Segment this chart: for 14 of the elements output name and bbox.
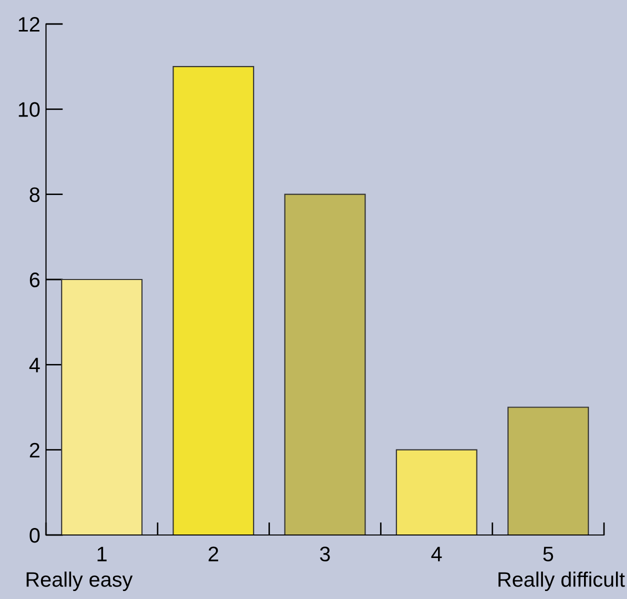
- y-tick-label: 8: [30, 187, 40, 202]
- x-tick-label: 1: [98, 546, 107, 562]
- y-tick-label: 0: [30, 528, 40, 543]
- y-tick-label: 10: [18, 102, 40, 117]
- x-tick-label: 4: [431, 546, 442, 562]
- text: Really difficult: [498, 572, 625, 591]
- y-tick-label: 12: [18, 17, 40, 32]
- x-tick-label: 5: [543, 546, 554, 562]
- x-tick-label: 2: [208, 546, 218, 562]
- y-tick-label: 4: [29, 358, 40, 372]
- y-tick-label: 6: [30, 272, 40, 288]
- x-tick-label: 3: [320, 546, 330, 562]
- y-tick-label: 2: [30, 442, 40, 458]
- text: Really easy: [26, 572, 133, 591]
